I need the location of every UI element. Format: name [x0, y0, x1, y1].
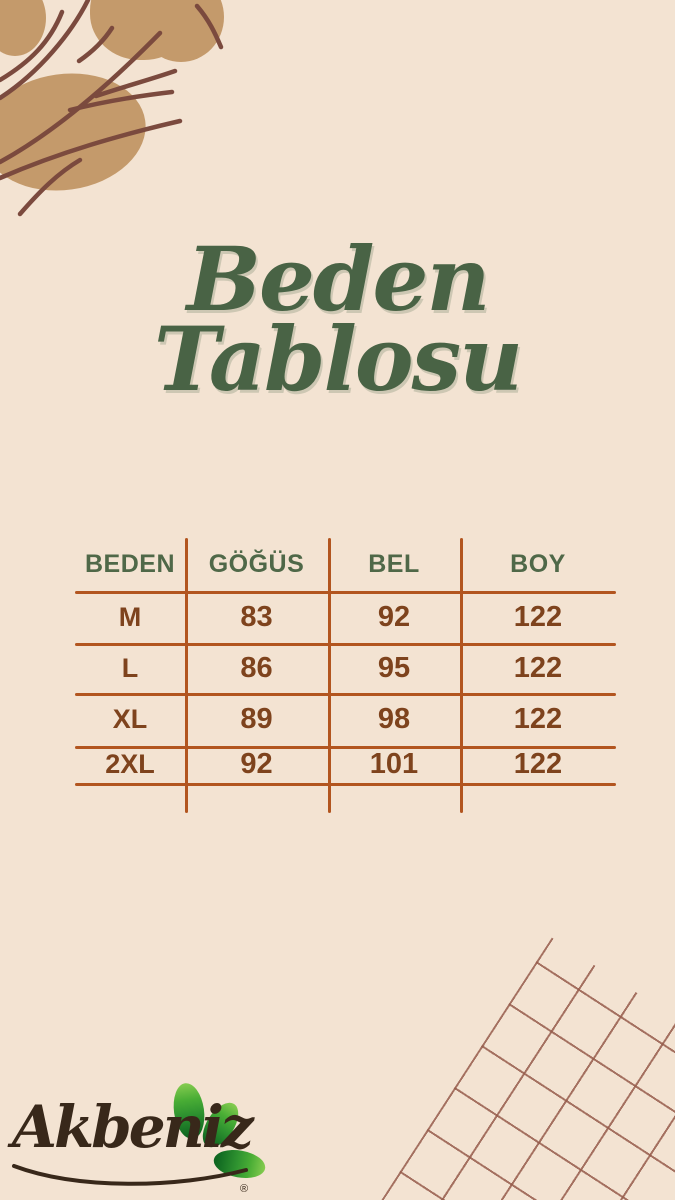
page-title: Beden Tablosu — [0, 227, 675, 412]
table-cell: XL — [112, 704, 148, 734]
table-cell: 122 — [513, 703, 563, 735]
table-line — [328, 538, 331, 813]
table-row: M 83 92 122 — [75, 591, 616, 643]
table-cell: 122 — [513, 600, 563, 633]
column-header-beden: BEDEN — [84, 550, 175, 578]
branches-icon — [0, 0, 224, 217]
table-row: XL 89 98 122 — [75, 693, 616, 746]
table-cell: 122 — [513, 651, 563, 684]
table-cell: 95 — [377, 651, 411, 684]
table-cell: 122 — [513, 748, 563, 780]
table-line — [185, 538, 188, 813]
title-line-1: Beden — [186, 227, 491, 331]
table-cell: L — [121, 652, 139, 683]
table-header-row: BEDEN GÖĞÜS BEL BOY — [75, 538, 616, 591]
title-line-2: Tablosu — [153, 307, 523, 412]
brand-logo: Akbeniz ® — [0, 1075, 300, 1200]
table-cell: M — [118, 601, 142, 632]
diagonal-grid-pattern — [317, 937, 675, 1200]
table-line — [75, 591, 616, 594]
table-line — [75, 643, 616, 646]
table-row: L 86 95 122 — [75, 643, 616, 693]
corner-decoration — [0, 0, 240, 220]
brand-name: Akbeniz — [12, 1093, 254, 1161]
table-line — [75, 746, 616, 749]
table-cell: 98 — [377, 703, 411, 735]
logo-swash-icon — [12, 1164, 248, 1186]
table-cell: 86 — [240, 651, 273, 684]
table-cell: 2XL — [105, 749, 155, 779]
table-row: 2XL 92 101 122 — [75, 746, 616, 783]
column-header-gogus: GÖĞÜS — [208, 550, 305, 578]
table-cell: 83 — [240, 600, 273, 633]
table-cell: 101 — [369, 748, 419, 780]
table-line — [75, 693, 616, 696]
table-cell: 92 — [240, 748, 273, 780]
registered-trademark: ® — [240, 1183, 249, 1195]
table-line — [460, 538, 463, 813]
column-header-bel: BEL — [368, 550, 420, 578]
table-line — [75, 783, 616, 786]
table-cell: 89 — [240, 703, 273, 735]
table-cell: 92 — [377, 600, 411, 633]
column-header-boy: BOY — [510, 550, 566, 578]
